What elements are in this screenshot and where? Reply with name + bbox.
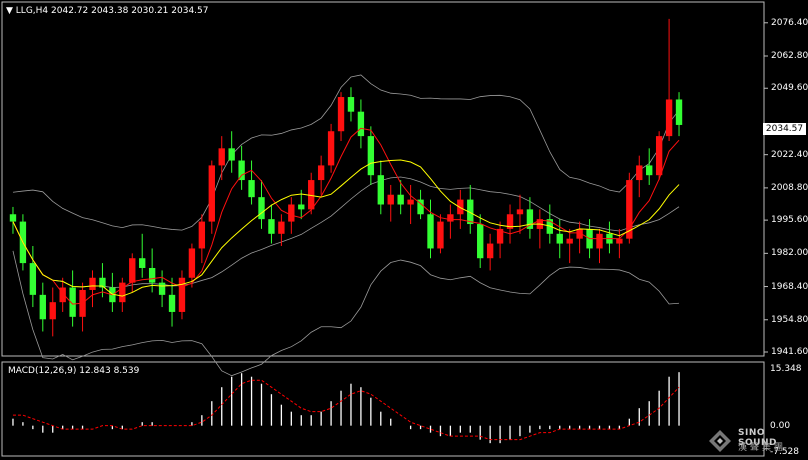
- symbol-label: LLG,H4: [15, 6, 49, 16]
- price-axis-label: 2022.40: [771, 149, 808, 160]
- macd-axis-min: -7.528: [770, 447, 800, 457]
- price-axis-label: 1954.80: [771, 314, 808, 325]
- candle-body: [526, 209, 534, 229]
- macd-label: MACD(12,26,9) 12.843 8.539: [8, 366, 140, 376]
- current-price-tag: 2034.57: [763, 123, 806, 135]
- candle-body: [665, 99, 673, 137]
- main-panel-frame: [1, 1, 765, 357]
- candle-body: [228, 148, 235, 161]
- candle-body: [268, 219, 275, 234]
- candle-body: [49, 302, 56, 320]
- candle-body: [148, 267, 156, 283]
- candle-body: [387, 194, 394, 205]
- macd-panel-frame: [1, 361, 765, 457]
- price-axis-label: 1941.60: [771, 347, 808, 357]
- price-axis-label: 2076.40: [771, 17, 808, 28]
- candle-body: [477, 224, 484, 259]
- sino-sound-watermark: SINO SOUND 漢聲集團: [708, 426, 804, 456]
- candle-body: [506, 214, 514, 229]
- macd-axis-max: 15.348: [770, 364, 802, 374]
- watermark-brand: SINO SOUND: [738, 428, 777, 448]
- candle-body: [347, 97, 355, 112]
- candle-body: [377, 175, 384, 205]
- chart-header: ▼ LLG,H4 2042.72 2043.38 2030.21 2034.57: [6, 6, 208, 16]
- candle-body: [367, 136, 375, 176]
- candle-body: [129, 258, 136, 283]
- candle-body: [327, 131, 335, 166]
- candle-body: [198, 221, 206, 249]
- candle-body: [646, 165, 653, 176]
- candle-body: [407, 199, 414, 205]
- candle-body: [496, 228, 504, 244]
- candle-body: [59, 287, 66, 303]
- candle-body: [89, 277, 96, 290]
- price-axis-label: 2049.60: [771, 83, 808, 94]
- candle-body: [99, 277, 106, 288]
- candle-body: [655, 136, 663, 176]
- candle-body: [457, 199, 464, 215]
- candle-body: [278, 221, 285, 234]
- candle-body: [158, 282, 166, 295]
- candle-body: [357, 111, 365, 137]
- candle-body: [486, 243, 494, 259]
- candle-body: [178, 277, 186, 312]
- candle-body: [168, 294, 176, 312]
- candle-body: [218, 148, 225, 166]
- price-axis-label: 2008.80: [771, 182, 808, 193]
- candle-body: [437, 221, 444, 249]
- candle-body: [616, 238, 623, 244]
- candle-body: [29, 263, 37, 295]
- bollinger-lower: [12, 250, 680, 377]
- macd-signal-line: [12, 379, 680, 441]
- price-axis-ticks: [764, 22, 768, 353]
- candle-body: [9, 214, 17, 222]
- candle-body: [69, 287, 76, 317]
- ohlc-values: 2042.72 2043.38 2030.21 2034.57: [51, 6, 209, 16]
- candle-body: [39, 294, 46, 320]
- diamond-logo-icon: [709, 430, 731, 452]
- candle-body: [139, 258, 146, 268]
- macd-axis-zero: 0.00: [770, 421, 791, 431]
- moving-averages: [12, 127, 680, 305]
- bollinger-upper: [12, 74, 680, 231]
- watermark-cn: 漢聲集團: [738, 443, 787, 453]
- candle-body: [417, 199, 424, 215]
- candle-body: [119, 282, 126, 303]
- candle-body: [675, 99, 683, 125]
- candle-body: [397, 194, 404, 205]
- candle-body: [636, 165, 643, 181]
- candle-body: [556, 233, 563, 244]
- candle-body: [467, 199, 474, 225]
- candle-body: [248, 180, 255, 198]
- macd-group: [12, 372, 680, 444]
- candle-body: [208, 165, 215, 222]
- candle-body: [626, 180, 633, 239]
- candle-body: [308, 180, 315, 210]
- collapse-arrow-icon[interactable]: ▼: [6, 6, 13, 16]
- candle-body: [576, 228, 583, 239]
- candle-body: [447, 214, 454, 222]
- candle-body: [596, 233, 603, 249]
- candle-body: [516, 209, 524, 215]
- price-axis-label: 1982.00: [771, 248, 808, 259]
- candle-body: [317, 165, 325, 181]
- candles-group: [9, 18, 683, 337]
- candle-body: [188, 248, 196, 278]
- candle-body: [337, 97, 345, 132]
- candle-body: [238, 160, 245, 181]
- candle-body: [258, 197, 265, 220]
- chart-frames: [1, 1, 765, 457]
- candle-body: [427, 214, 434, 249]
- candle-body: [566, 238, 573, 244]
- candle-body: [298, 204, 305, 210]
- price-axis-label: 1968.40: [771, 281, 808, 292]
- price-axis-label: 2062.80: [771, 51, 808, 61]
- price-axis-label: 1995.60: [771, 215, 808, 226]
- ma-slow-line: [12, 159, 680, 297]
- candle-body: [288, 204, 295, 222]
